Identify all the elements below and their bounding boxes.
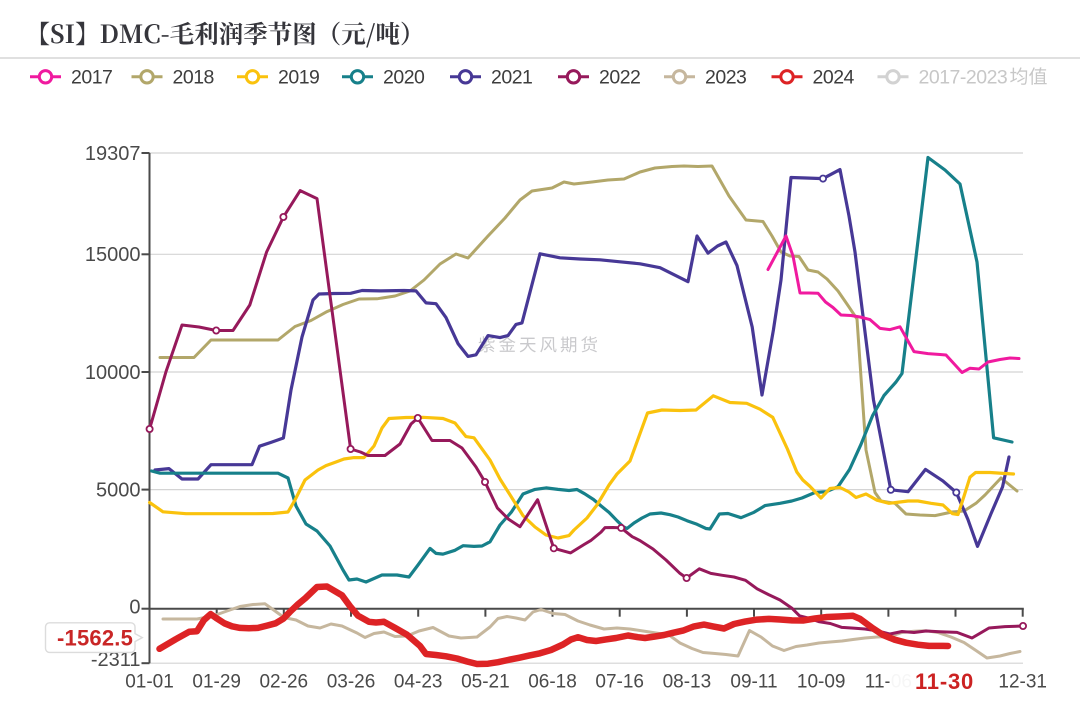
- svg-text:15000: 15000: [85, 244, 141, 266]
- svg-text:2020: 2020: [383, 66, 425, 88]
- svg-text:2017-2023: 2017-2023: [919, 66, 1008, 88]
- svg-text:-2311: -2311: [91, 649, 141, 671]
- svg-text:2024: 2024: [813, 66, 855, 88]
- svg-text:01-01: 01-01: [125, 672, 174, 693]
- svg-text:2018: 2018: [173, 66, 214, 88]
- svg-text:05-21: 05-21: [461, 672, 510, 693]
- svg-text:06-18: 06-18: [528, 672, 577, 693]
- svg-text:10000: 10000: [85, 362, 141, 384]
- svg-text:2017: 2017: [71, 66, 112, 88]
- svg-text:2019: 2019: [278, 66, 319, 88]
- svg-text:10-09: 10-09: [797, 672, 846, 693]
- svg-text:08-13: 08-13: [663, 672, 712, 693]
- svg-text:-1562.5: -1562.5: [57, 625, 133, 650]
- svg-text:09-11: 09-11: [730, 672, 777, 693]
- svg-text:01-29: 01-29: [192, 672, 241, 693]
- svg-text:19307: 19307: [85, 143, 141, 165]
- svg-text:04-23: 04-23: [394, 672, 443, 693]
- svg-text:11-30: 11-30: [915, 669, 974, 694]
- svg-text:03-26: 03-26: [327, 672, 376, 693]
- svg-text:02-26: 02-26: [259, 672, 308, 693]
- svg-text:5000: 5000: [96, 479, 141, 501]
- svg-text:2022: 2022: [599, 66, 640, 88]
- svg-text:12-31: 12-31: [998, 672, 1047, 693]
- svg-text:2023: 2023: [705, 66, 746, 88]
- svg-text:2021: 2021: [491, 66, 532, 88]
- svg-text:0: 0: [129, 597, 140, 619]
- svg-text:07-16: 07-16: [595, 672, 644, 693]
